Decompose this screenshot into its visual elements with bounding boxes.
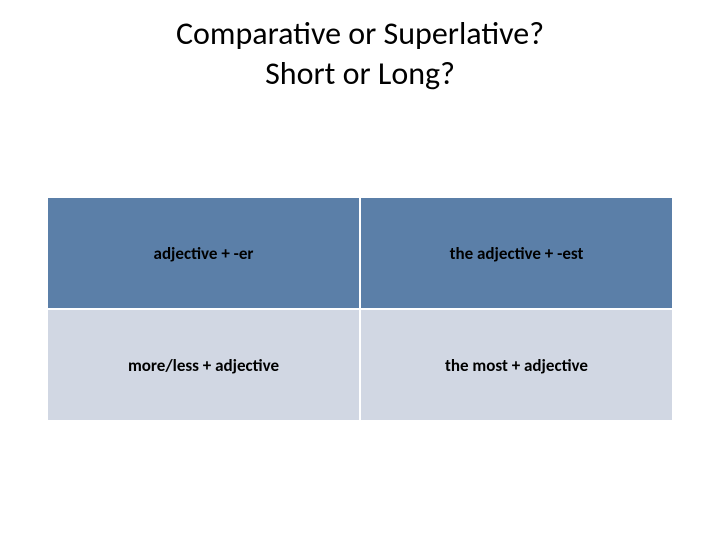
table-row: adjective + -er the adjective + -est: [48, 198, 672, 310]
slide-title: Comparative or Superlative? Short or Lon…: [0, 0, 720, 94]
table-cell: the most + adjective: [361, 310, 672, 422]
title-line-1: Comparative or Superlative?: [0, 14, 720, 54]
grammar-table: adjective + -er the adjective + -est mor…: [48, 198, 672, 422]
table-cell: adjective + -er: [48, 198, 361, 310]
table-cell: more/less + adjective: [48, 310, 361, 422]
table-row: more/less + adjective the most + adjecti…: [48, 310, 672, 422]
table-cell: the adjective + -est: [361, 198, 672, 310]
title-line-2: Short or Long?: [0, 54, 720, 94]
